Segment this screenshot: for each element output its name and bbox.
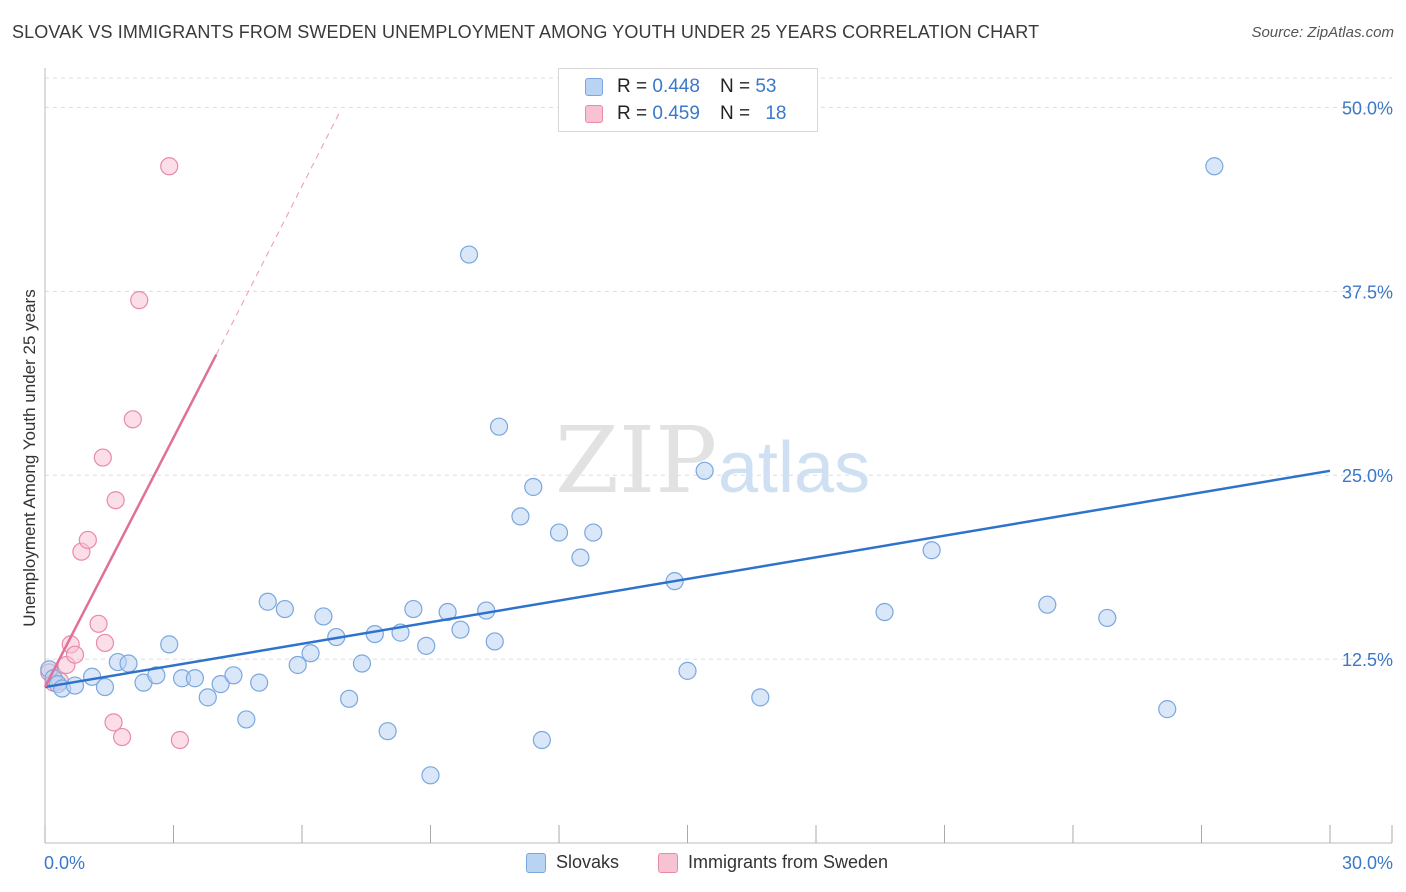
sweden-point (78, 530, 97, 550)
n-value-sweden: 18 (765, 103, 787, 124)
slovaks-point (459, 245, 479, 264)
sweden-point (170, 730, 190, 750)
legend-label-slovaks: Slovaks (556, 852, 620, 872)
x-tick-label-max: 30.0% (1342, 853, 1393, 873)
slovaks-point (678, 661, 697, 680)
slovaks-point (875, 602, 894, 622)
legend-item-slovaks: Slovaks (526, 852, 619, 873)
y-tick-label: 37.5% (1342, 282, 1393, 302)
slovaks-point (404, 599, 423, 619)
sweden-point (104, 713, 123, 732)
grid-lines (45, 77, 1392, 660)
slovaks-point (451, 620, 470, 639)
slovaks-point (65, 676, 85, 695)
sweden-legend-swatch (658, 852, 678, 873)
chart-title: SLOVAK VS IMMIGRANTS FROM SWEDEN UNEMPLO… (12, 22, 1040, 42)
slovaks-point (571, 548, 590, 567)
legend-item-sweden: Immigrants from Sweden (658, 852, 888, 873)
slovaks-point (532, 730, 551, 750)
sweden-point (95, 633, 115, 653)
sweden-point (112, 727, 132, 747)
slovaks-point (275, 599, 294, 619)
chart-source: Source: ZipAtlas.com (1251, 24, 1394, 41)
slovaks-point (421, 766, 440, 785)
sweden-point (106, 491, 125, 510)
slovaks-point (1038, 595, 1057, 614)
slovaks-point (549, 523, 569, 542)
slovaks-point (185, 669, 205, 688)
slovaks-point (378, 722, 397, 741)
slovaks-legend-swatch (526, 852, 546, 873)
watermark-atlas: atlas (718, 428, 870, 508)
slovaks-point (922, 541, 941, 560)
n-value-slovaks: 53 (755, 76, 777, 97)
y-tick-label: 25.0% (1342, 466, 1393, 486)
sweden-point (89, 614, 108, 633)
x-tick-label-min: 0.0% (44, 853, 85, 873)
slovaks-point (250, 673, 269, 692)
slovaks-point (95, 677, 115, 697)
legend-row-slovaks: R = 0.448 N = 53 (585, 76, 776, 98)
tick-labels: 12.5% 25.0% 37.5% 50.0% 0.0% 30.0% (44, 98, 1393, 873)
sweden-swatch (585, 105, 603, 123)
slovaks-point (147, 666, 166, 685)
n-label: N = (719, 76, 751, 97)
r-value-slovaks: 0.448 (652, 76, 700, 97)
slovaks-swatch (585, 78, 603, 96)
slovaks-point (584, 523, 603, 542)
slovaks-point (417, 636, 436, 655)
sweden-trend-extension (215, 110, 342, 355)
sweden-point (93, 448, 112, 467)
slovaks-point (314, 607, 333, 626)
slovaks-point (1098, 608, 1117, 628)
n-label: N = (719, 103, 751, 124)
slovaks-point (224, 666, 243, 685)
slovaks-point (751, 688, 770, 707)
y-tick-label: 50.0% (1342, 98, 1393, 118)
slovaks-point (198, 688, 217, 707)
legend-label-sweden: Immigrants from Sweden (688, 852, 889, 872)
slovaks-point (524, 477, 543, 497)
slovaks-point (288, 655, 307, 675)
y-axis-label: Unemployment Among Youth under 25 years (20, 289, 39, 626)
correlation-legend: R = 0.448 N = 53 R = 0.459 N = 18 (558, 68, 818, 132)
sweden-point (123, 410, 142, 429)
sweden-point (160, 157, 179, 176)
slovaks-point (352, 654, 372, 673)
watermark-zip: ZIP (555, 407, 717, 514)
slovaks-point (1205, 157, 1224, 176)
trend-lines (43, 110, 1331, 689)
slovaks-point (160, 635, 179, 654)
slovaks-point (511, 507, 530, 526)
slovaks-point (258, 592, 277, 611)
slovaks-point (485, 632, 504, 651)
slovaks-point (340, 689, 359, 708)
slovaks-point (119, 654, 138, 673)
r-label: R = (617, 76, 648, 97)
slovaks-point (301, 644, 320, 663)
axes (44, 68, 1393, 844)
slovaks-point (489, 417, 509, 436)
r-label: R = (617, 103, 648, 124)
sweden-point (130, 291, 149, 310)
slovaks-point (1158, 700, 1177, 719)
slovaks-point (695, 461, 714, 480)
slovaks-trend-line (44, 469, 1331, 689)
slovaks-point (237, 710, 256, 729)
watermark: ZIP atlas (555, 407, 870, 514)
slovaks-point (365, 624, 384, 644)
sweden-trend-line (43, 354, 218, 688)
legend-row-sweden: R = 0.459 N = 18 (585, 103, 786, 125)
slovaks-point (211, 675, 230, 694)
sweden-point (65, 645, 85, 664)
y-tick-label: 12.5% (1342, 650, 1393, 670)
r-value-sweden: 0.459 (652, 103, 700, 124)
